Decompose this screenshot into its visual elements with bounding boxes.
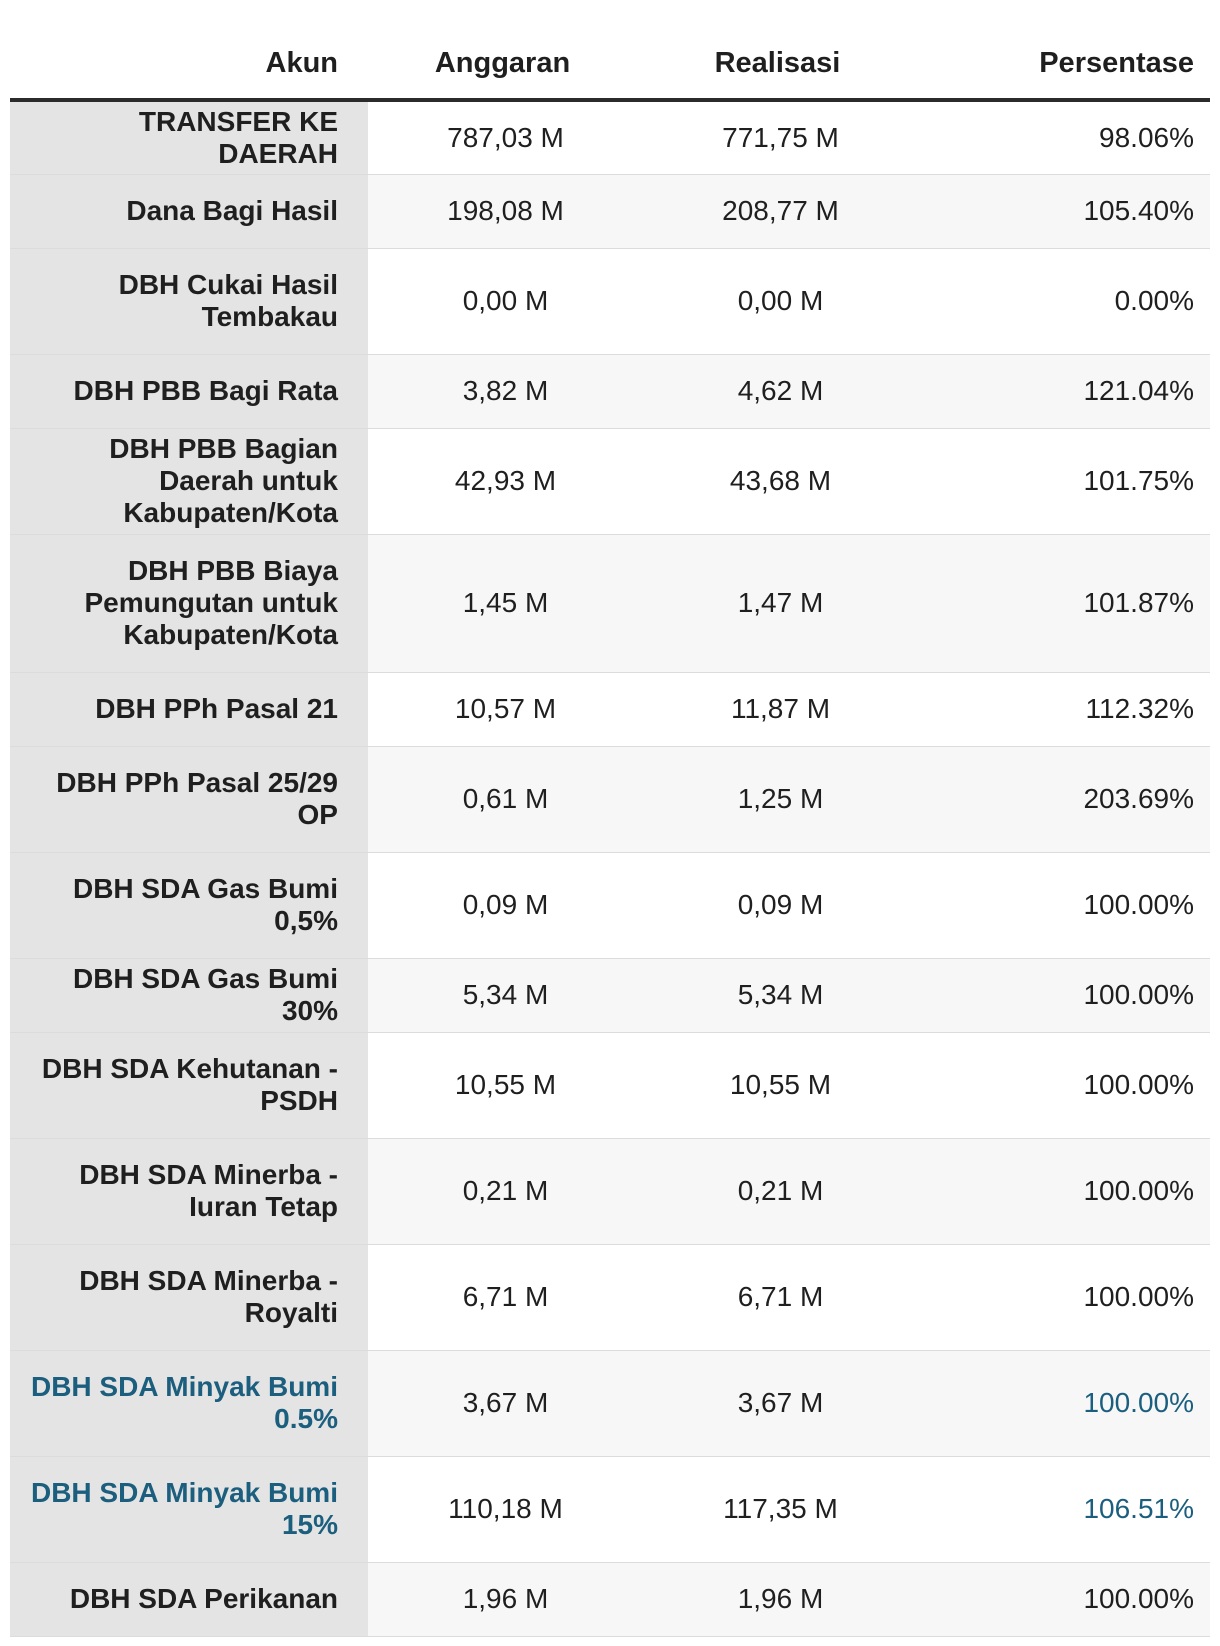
cell-realisasi: 771,75 M [643,100,918,175]
cell-realisasi: 117,35 M [643,1456,918,1563]
cell-realisasi: 10,55 M [643,1032,918,1139]
table-row[interactable]: DBH SDA Minyak Bumi 0.5% 3,67 M 3,67 M 1… [10,1350,1210,1457]
header-akun[interactable]: Akun [10,0,368,102]
table-row: DBH SDA Minerba - Iuran Tetap 0,21 M 0,2… [10,1138,1210,1245]
header-anggaran[interactable]: Anggaran [368,0,643,102]
cell-realisasi: 6,71 M [643,1244,918,1351]
cell-persentase: 105.40% [918,174,1210,249]
cell-akun: DBH PBB Bagi Rata [10,354,368,429]
table-row: DBH Cukai Hasil Tembakau 0,00 M 0,00 M 0… [10,248,1210,355]
cell-persentase: 100.00% [918,1562,1210,1637]
cell-persentase: 100.00% [918,1244,1210,1351]
table-row: DBH SDA Perikanan 1,96 M 1,96 M 100.00% [10,1562,1210,1637]
cell-persentase: 101.75% [918,428,1210,535]
budget-table-container: Akun Anggaran Realisasi Persentase TRANS… [10,0,1210,1637]
cell-realisasi: 43,68 M [643,428,918,535]
cell-persentase: 100.00% [918,852,1210,959]
cell-realisasi: 11,87 M [643,672,918,747]
cell-akun: DBH SDA Kehutanan - PSDH [10,1032,368,1139]
table-row: DBH SDA Kehutanan - PSDH 10,55 M 10,55 M… [10,1032,1210,1139]
cell-akun: DBH SDA Gas Bumi 30% [10,958,368,1033]
cell-persentase: 98.06% [918,100,1210,175]
table-row: DBH SDA Gas Bumi 0,5% 0,09 M 0,09 M 100.… [10,852,1210,959]
cell-akun-link[interactable]: DBH SDA Minyak Bumi 15% [10,1456,368,1563]
cell-akun: DBH Cukai Hasil Tembakau [10,248,368,355]
table-body: TRANSFER KE DAERAH 787,03 M 771,75 M 98.… [10,100,1210,1637]
table-row: DBH SDA Minerba - Royalti 6,71 M 6,71 M … [10,1244,1210,1351]
cell-anggaran: 1,96 M [368,1562,643,1637]
cell-akun: TRANSFER KE DAERAH [10,100,368,175]
cell-persentase: 100.00% [918,958,1210,1033]
cell-akun: DBH SDA Gas Bumi 0,5% [10,852,368,959]
cell-realisasi: 0,09 M [643,852,918,959]
cell-akun: DBH PPh Pasal 25/29 OP [10,746,368,853]
cell-realisasi: 4,62 M [643,354,918,429]
table-row: DBH PPh Pasal 25/29 OP 0,61 M 1,25 M 203… [10,746,1210,853]
cell-anggaran: 10,57 M [368,672,643,747]
cell-persentase: 0.00% [918,248,1210,355]
cell-realisasi: 3,67 M [643,1350,918,1457]
header-row: Akun Anggaran Realisasi Persentase [10,0,1210,102]
table-row: Dana Bagi Hasil 198,08 M 208,77 M 105.40… [10,174,1210,249]
cell-akun: DBH SDA Perikanan [10,1562,368,1637]
cell-akun: Dana Bagi Hasil [10,174,368,249]
cell-persentase-link[interactable]: 100.00% [918,1350,1210,1457]
cell-persentase: 112.32% [918,672,1210,747]
cell-persentase: 100.00% [918,1032,1210,1139]
cell-anggaran: 0,00 M [368,248,643,355]
cell-realisasi: 1,47 M [643,534,918,673]
cell-realisasi: 5,34 M [643,958,918,1033]
cell-persentase: 100.00% [918,1138,1210,1245]
cell-akun: DBH PPh Pasal 21 [10,672,368,747]
cell-persentase: 101.87% [918,534,1210,673]
cell-anggaran: 0,61 M [368,746,643,853]
table-row: TRANSFER KE DAERAH 787,03 M 771,75 M 98.… [10,100,1210,175]
cell-akun-link[interactable]: DBH SDA Minyak Bumi 0.5% [10,1350,368,1457]
cell-persentase: 203.69% [918,746,1210,853]
cell-anggaran: 42,93 M [368,428,643,535]
cell-anggaran: 1,45 M [368,534,643,673]
table-row: DBH PBB Biaya Pemungutan untuk Kabupaten… [10,534,1210,673]
header-persentase[interactable]: Persentase [918,0,1210,102]
table-row: DBH PBB Bagian Daerah untuk Kabupaten/Ko… [10,428,1210,535]
table-row: DBH PBB Bagi Rata 3,82 M 4,62 M 121.04% [10,354,1210,429]
cell-realisasi: 208,77 M [643,174,918,249]
cell-anggaran: 6,71 M [368,1244,643,1351]
cell-realisasi: 0,21 M [643,1138,918,1245]
cell-realisasi: 1,25 M [643,746,918,853]
cell-realisasi: 0,00 M [643,248,918,355]
cell-anggaran: 10,55 M [368,1032,643,1139]
table-row: DBH PPh Pasal 21 10,57 M 11,87 M 112.32% [10,672,1210,747]
cell-akun: DBH SDA Minerba - Iuran Tetap [10,1138,368,1245]
cell-anggaran: 110,18 M [368,1456,643,1563]
cell-akun: DBH PBB Biaya Pemungutan untuk Kabupaten… [10,534,368,673]
budget-table: Akun Anggaran Realisasi Persentase TRANS… [10,0,1210,1637]
cell-persentase-link[interactable]: 106.51% [918,1456,1210,1563]
cell-anggaran: 198,08 M [368,174,643,249]
table-row[interactable]: DBH SDA Minyak Bumi 15% 110,18 M 117,35 … [10,1456,1210,1563]
table-header: Akun Anggaran Realisasi Persentase [10,0,1210,102]
cell-realisasi: 1,96 M [643,1562,918,1637]
cell-persentase: 121.04% [918,354,1210,429]
cell-anggaran: 3,67 M [368,1350,643,1457]
cell-anggaran: 5,34 M [368,958,643,1033]
cell-anggaran: 3,82 M [368,354,643,429]
cell-anggaran: 0,09 M [368,852,643,959]
cell-akun: DBH PBB Bagian Daerah untuk Kabupaten/Ko… [10,428,368,535]
cell-anggaran: 787,03 M [368,100,643,175]
header-realisasi[interactable]: Realisasi [643,0,918,102]
cell-akun: DBH SDA Minerba - Royalti [10,1244,368,1351]
cell-anggaran: 0,21 M [368,1138,643,1245]
table-row: DBH SDA Gas Bumi 30% 5,34 M 5,34 M 100.0… [10,958,1210,1033]
